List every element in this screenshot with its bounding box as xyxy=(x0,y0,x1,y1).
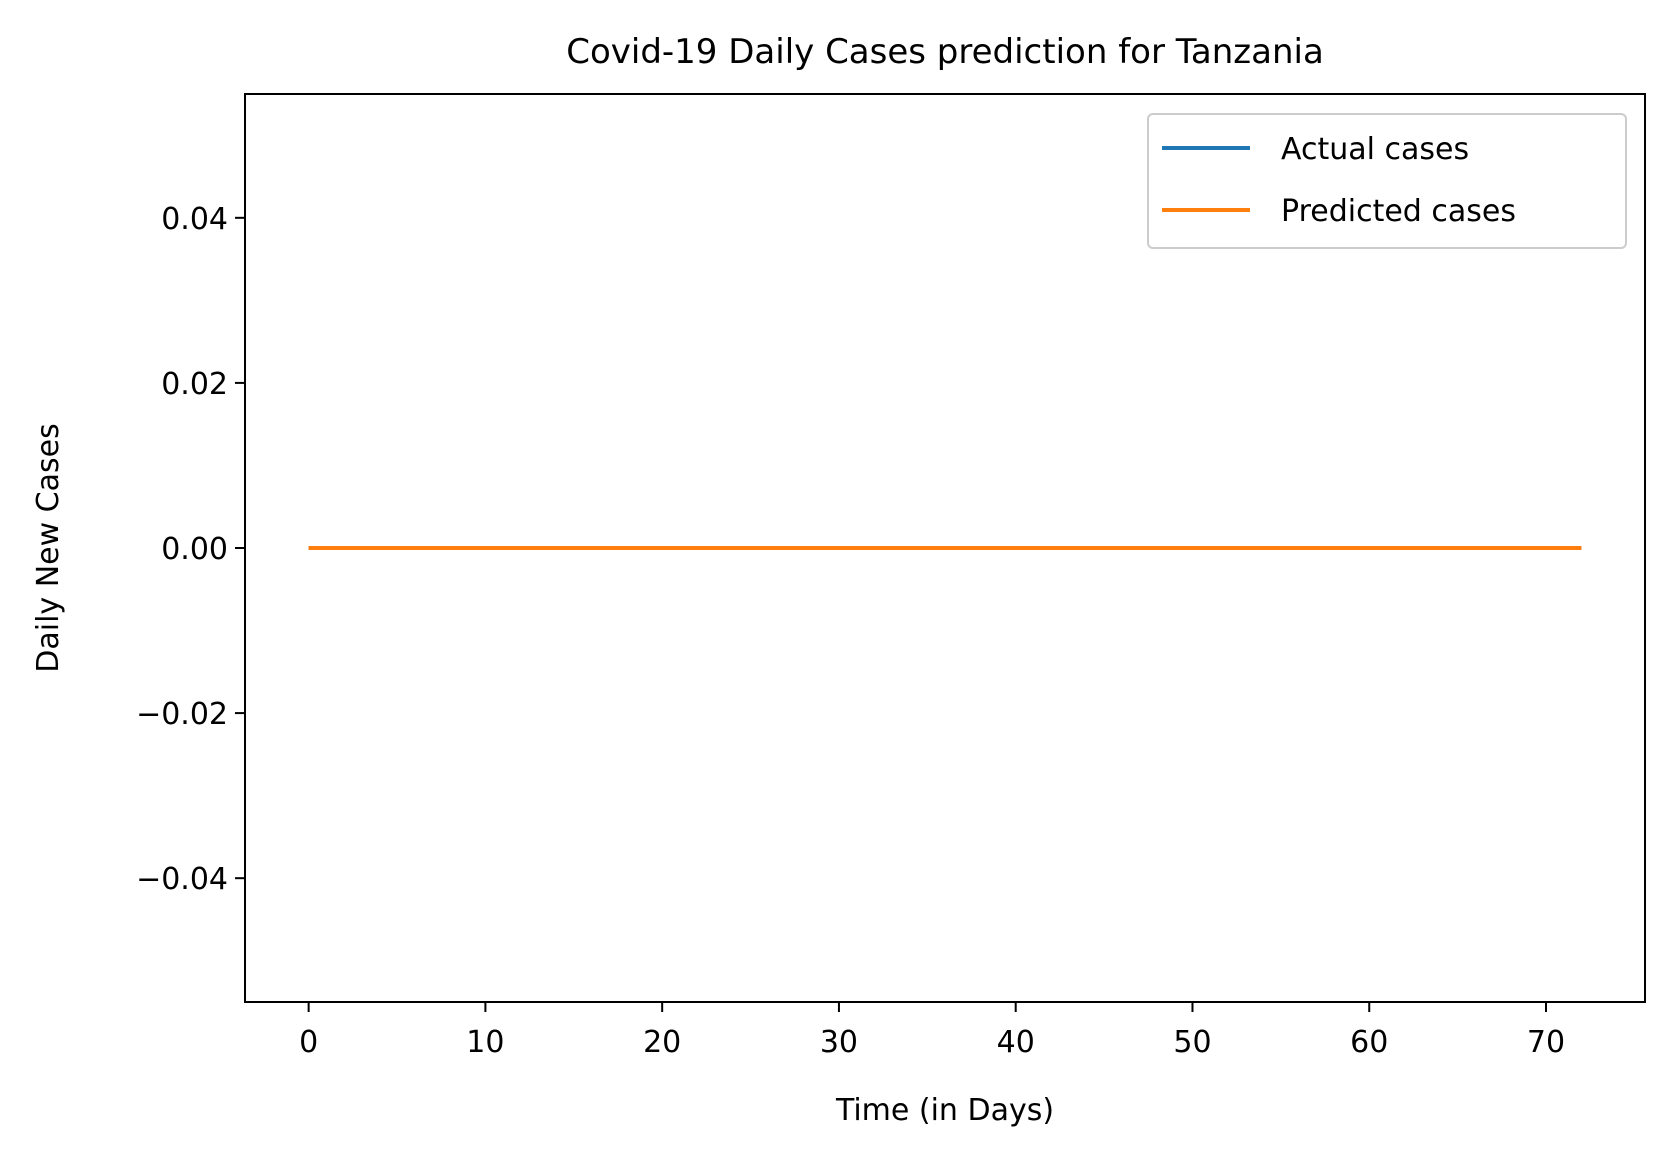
y-tick-label: 0.00 xyxy=(161,532,228,567)
x-tick-label: 50 xyxy=(1173,1025,1211,1060)
x-axis-label: Time (in Days) xyxy=(835,1093,1054,1128)
legend-label-predicted: Predicted cases xyxy=(1281,194,1516,229)
x-tick-label: 20 xyxy=(643,1025,681,1060)
x-tick-label: 40 xyxy=(997,1025,1035,1060)
y-axis-ticks: 0.04 0.02 0.00 −0.02 −0.04 xyxy=(136,202,245,897)
y-tick-label: 0.02 xyxy=(161,367,228,402)
legend-label-actual: Actual cases xyxy=(1281,132,1469,167)
y-axis-label: Daily New Cases xyxy=(31,423,66,672)
x-tick-label: 70 xyxy=(1527,1025,1565,1060)
x-axis-ticks: 0 10 20 30 40 50 60 70 xyxy=(299,1002,1565,1060)
legend: Actual cases Predicted cases xyxy=(1147,113,1627,249)
x-tick-label: 10 xyxy=(466,1025,504,1060)
x-tick-label: 30 xyxy=(820,1025,858,1060)
y-tick-label: 0.04 xyxy=(161,202,228,237)
y-tick-label: −0.02 xyxy=(136,697,228,732)
legend-box xyxy=(1147,113,1627,249)
chart-title: Covid-19 Daily Cases prediction for Tanz… xyxy=(566,32,1324,72)
x-tick-label: 0 xyxy=(299,1025,318,1060)
x-tick-label: 60 xyxy=(1350,1025,1388,1060)
y-tick-label: −0.04 xyxy=(136,862,228,897)
